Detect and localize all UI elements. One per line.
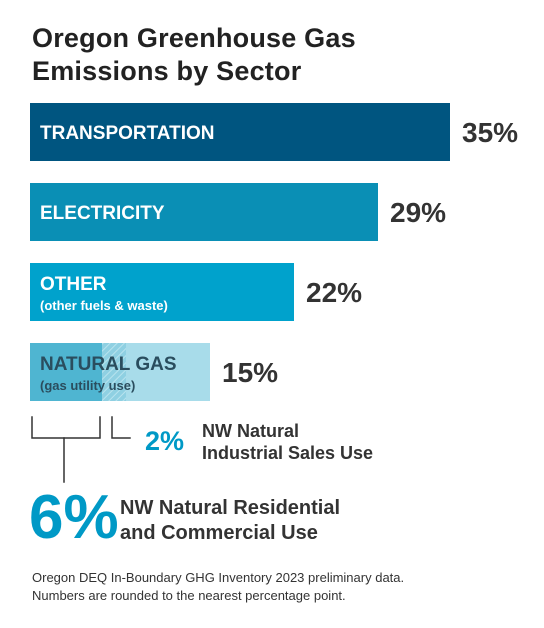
- bar-label-other: OTHER: [40, 274, 107, 295]
- breakdown-value-industrial-sales: 2%: [145, 426, 184, 456]
- value-label-electricity: 29%: [390, 197, 446, 228]
- value-label-transportation: 35%: [462, 117, 518, 148]
- bracket-residential-commercial: [31, 416, 101, 439]
- breakdown-label-residential-commercial-line-2: and Commercial Use: [120, 522, 318, 544]
- source-line-2: Numbers are rounded to the nearest perce…: [32, 588, 346, 603]
- chart-title: Oregon Greenhouse Gas Emissions by Secto…: [32, 22, 356, 88]
- breakdown-value-residential-commercial: 6%: [29, 483, 119, 552]
- bar-transportation: [30, 103, 450, 161]
- value-label-other: 22%: [306, 277, 362, 308]
- breakdown-label-industrial-sales-line-1: NW Natural: [202, 421, 299, 441]
- source-line-1: Oregon DEQ In-Boundary GHG Inventory 202…: [32, 570, 405, 585]
- breakdown-label-industrial-sales-line-2: Industrial Sales Use: [202, 443, 373, 463]
- bar-electricity: [30, 183, 378, 241]
- bar-label-transportation: TRANSPORTATION: [40, 123, 215, 144]
- bar-segment-residential-commercial: [30, 343, 102, 401]
- bar-other: [30, 263, 294, 321]
- bar-sublabel-other: (other fuels & waste): [40, 298, 168, 313]
- bracket-industrial-sales: [111, 416, 131, 439]
- chart-title-line-2: Emissions by Sector: [32, 56, 302, 86]
- value-label-natural-gas: 15%: [222, 357, 278, 388]
- breakdown-label-residential-commercial-line-1: NW Natural Residential: [120, 497, 340, 519]
- bar-sublabel-natural-gas: (gas utility use): [40, 378, 135, 393]
- bar-label-electricity: ELECTRICITY: [40, 203, 165, 224]
- bar-label-natural-gas: NATURAL GAS: [40, 354, 177, 375]
- source-note: Oregon DEQ In-Boundary GHG Inventory 202…: [32, 569, 404, 605]
- bar-segment-industrial-sales: [102, 343, 126, 401]
- chart-title-line-1: Oregon Greenhouse Gas: [32, 23, 356, 53]
